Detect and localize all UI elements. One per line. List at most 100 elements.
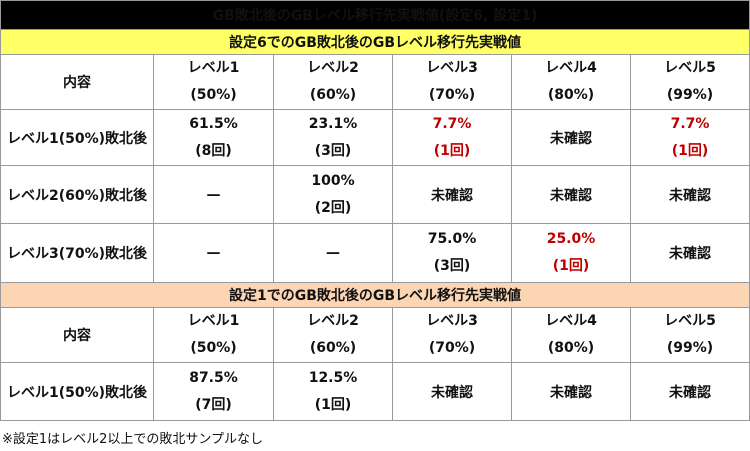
cell-value: 未確認 xyxy=(431,187,473,204)
cell-count: (70%) xyxy=(428,340,476,356)
cell-value: — xyxy=(326,245,340,261)
table-row: レベル1(50%)敗北後 61.5% (8回) 23.1% (3回) 7.7% (1回) 未確… xyxy=(0,109,750,166)
stats-table: GB敗北後のGBレベル移行先実戦値(設定6, 設定1) 設定6でのGB敗北後のG… xyxy=(0,0,750,421)
data-cell: 未確認 xyxy=(511,109,631,166)
footnote: ※設定1はレベル2以上での敗北サンプルなし xyxy=(2,432,264,447)
cell-count: (1回) xyxy=(671,142,709,159)
column-header-row: 内容 レベル1 (50%) レベル2 (60%) レベル3 (70%) レベル4 (80%) レベ… xyxy=(0,54,750,110)
cell-count: (99%) xyxy=(666,340,714,356)
column-header-row: 内容 レベル1 (50%) レベル2 (60%) レベル3 (70%) レベル4 (80%) レベ… xyxy=(0,307,750,363)
column-header-4: レベル4 (80%) xyxy=(511,307,631,363)
cell-value: 未確認 xyxy=(669,384,711,401)
column-header-4: レベル4 (80%) xyxy=(511,54,631,110)
cell-value: レベル5 xyxy=(664,60,716,76)
data-cell: 7.7% (1回) xyxy=(392,109,512,166)
cell-count: (60%) xyxy=(309,87,357,103)
column-header-1: レベル1 (50%) xyxy=(153,307,274,363)
data-cell: — xyxy=(153,165,274,224)
cell-value: 未確認 xyxy=(550,187,592,204)
column-header-5: レベル5 (99%) xyxy=(629,307,750,363)
cell-value: レベル2 xyxy=(307,313,359,329)
cell-count: (50%) xyxy=(190,340,237,356)
page-title: GB敗北後のGBレベル移行先実戦値(設定6, 設定1) xyxy=(0,0,750,30)
cell-value: レベル4 xyxy=(545,60,597,76)
cell-value: 7.7% xyxy=(432,115,472,132)
data-cell: 未確認 xyxy=(511,165,631,224)
cell-value: 12.5% xyxy=(308,369,358,386)
cell-value: 75.0% xyxy=(427,231,477,247)
cell-count: (1回) xyxy=(552,258,590,274)
section-heading: 設定1でのGB敗北後のGBレベル移行先実戦値 xyxy=(0,282,750,308)
cell-value: レベル2 xyxy=(307,60,359,76)
data-cell: 未確認 xyxy=(629,362,750,421)
column-header-2: レベル2 (60%) xyxy=(273,307,393,363)
cell-value: レベル5 xyxy=(664,313,716,329)
cell-value: 23.1% xyxy=(308,115,358,132)
cell-count: (3回) xyxy=(433,258,471,274)
row-label: レベル1(50%)敗北後 xyxy=(0,109,154,166)
column-header-3: レベル3 (70%) xyxy=(392,54,512,110)
data-cell: 未確認 xyxy=(511,362,631,421)
cell-count: (50%) xyxy=(190,87,237,103)
data-cell: 100% (2回) xyxy=(273,165,393,224)
column-header-3: レベル3 (70%) xyxy=(392,307,512,363)
section-heading: 設定6でのGB敗北後のGBレベル移行先実戦値 xyxy=(0,29,750,55)
title-row: GB敗北後のGBレベル移行先実戦値(設定6, 設定1) xyxy=(0,0,750,30)
cell-value: 未確認 xyxy=(669,187,711,204)
cell-value: 25.0% xyxy=(546,231,596,247)
cell-count: (99%) xyxy=(666,87,714,103)
cell-value: 7.7% xyxy=(670,115,710,132)
cell-value: 未確認 xyxy=(431,384,473,401)
cell-value: 61.5% xyxy=(189,115,238,132)
cell-value: レベル3 xyxy=(426,60,478,76)
cell-value: 87.5% xyxy=(189,369,238,386)
data-cell: 未確認 xyxy=(392,362,512,421)
data-cell: 23.1% (3回) xyxy=(273,109,393,166)
row-header-label: 内容 xyxy=(0,54,154,110)
cell-value: 未確認 xyxy=(669,246,711,262)
row-label: レベル3(70%)敗北後 xyxy=(0,223,154,283)
data-cell: 87.5% (7回) xyxy=(153,362,274,421)
cell-value: レベル1 xyxy=(187,60,240,76)
row-header-label: 内容 xyxy=(0,307,154,363)
data-cell: 7.7% (1回) xyxy=(629,109,750,166)
cell-count: (70%) xyxy=(428,87,476,103)
cell-value: レベル3 xyxy=(426,313,478,329)
cell-count: (80%) xyxy=(547,340,595,356)
data-cell: 未確認 xyxy=(629,165,750,224)
data-cell: 75.0% (3回) xyxy=(392,223,512,283)
column-header-5: レベル5 (99%) xyxy=(629,54,750,110)
cell-count: (1回) xyxy=(314,396,352,413)
cell-count: (3回) xyxy=(314,142,352,159)
table-row: レベル2(60%)敗北後 — 100% (2回) 未確認 未確認 未確認 xyxy=(0,165,750,224)
cell-count: (1回) xyxy=(433,142,471,159)
data-cell: 未確認 xyxy=(629,223,750,283)
cell-value: 未確認 xyxy=(550,130,592,147)
cell-value: — xyxy=(206,186,221,203)
cell-count: (80%) xyxy=(547,87,595,103)
data-cell: 未確認 xyxy=(392,165,512,224)
cell-value: レベル1 xyxy=(187,313,240,329)
stats-table-body: GB敗北後のGBレベル移行先実戦値(設定6, 設定1) 設定6でのGB敗北後のG… xyxy=(0,0,750,421)
data-cell: 12.5% (1回) xyxy=(273,362,393,421)
cell-count: (60%) xyxy=(309,340,357,356)
column-header-2: レベル2 (60%) xyxy=(273,54,393,110)
cell-count: (7回) xyxy=(195,396,232,413)
row-label: レベル1(50%)敗北後 xyxy=(0,362,154,421)
cell-value: — xyxy=(206,245,221,261)
table-row: レベル1(50%)敗北後 87.5% (7回) 12.5% (1回) 未確認 未確認 未確認 xyxy=(0,362,750,421)
data-cell: — xyxy=(153,223,274,283)
cell-value: 未確認 xyxy=(550,384,592,401)
column-header-1: レベル1 (50%) xyxy=(153,54,274,110)
cell-count: (8回) xyxy=(195,142,232,159)
data-cell: 61.5% (8回) xyxy=(153,109,274,166)
data-cell: 25.0% (1回) xyxy=(511,223,631,283)
row-label: レベル2(60%)敗北後 xyxy=(0,165,154,224)
section1-heading-row: 設定1でのGB敗北後のGBレベル移行先実戦値 xyxy=(0,282,750,308)
cell-value: 100% xyxy=(311,172,355,189)
section6-heading-row: 設定6でのGB敗北後のGBレベル移行先実戦値 xyxy=(0,29,750,55)
data-cell: — xyxy=(273,223,393,283)
cell-count: (2回) xyxy=(314,199,352,216)
table-row: レベル3(70%)敗北後 — — 75.0% (3回) 25.0% (1回) 未確認 xyxy=(0,223,750,283)
